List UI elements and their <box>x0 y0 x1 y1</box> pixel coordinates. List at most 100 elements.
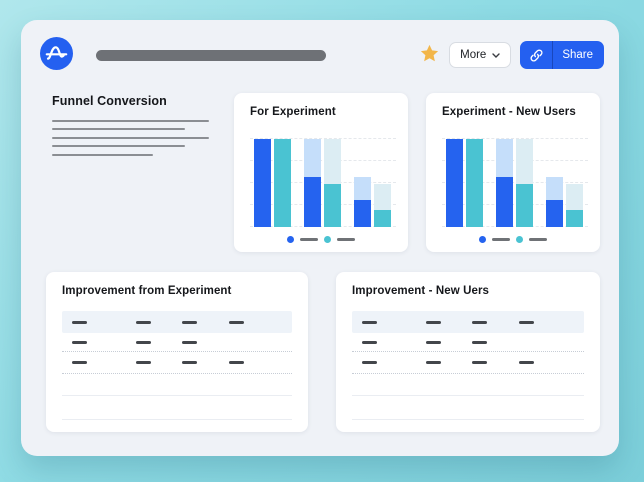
legend-dot <box>479 236 486 243</box>
table-row <box>62 396 292 420</box>
chart-gridline <box>442 160 588 161</box>
chart-card-experiment-new-users[interactable]: Experiment - New Users <box>426 93 600 252</box>
funnel-bar-converted-segment <box>446 139 463 227</box>
table-title: Improvement from Experiment <box>62 285 232 297</box>
legend-dot <box>324 236 331 243</box>
funnel-bar-converted-segment <box>496 176 513 227</box>
cell-placeholder-dash <box>182 361 197 364</box>
chart-gridline <box>250 226 396 227</box>
funnel-bar-converted-segment <box>516 183 533 227</box>
bar-group-step-3 <box>354 139 391 227</box>
cell-placeholder-dash <box>472 320 487 324</box>
legend-label-placeholder <box>300 238 318 241</box>
cell-placeholder-dash <box>519 320 534 324</box>
cell-placeholder-dash <box>229 361 244 364</box>
funnel-bar-converted-segment <box>546 199 563 227</box>
amplitude-logo-icon <box>40 37 73 70</box>
funnel-bar[interactable] <box>496 139 513 227</box>
cell-placeholder-dash <box>472 340 487 344</box>
funnel-bar[interactable] <box>354 176 371 227</box>
chart-gridline <box>442 204 588 205</box>
funnel-bar[interactable] <box>274 139 291 227</box>
table-header-row <box>62 311 292 333</box>
table-header-row <box>352 311 584 333</box>
cell-placeholder-dash <box>72 361 87 364</box>
cell-placeholder-dash <box>182 320 197 324</box>
share-button-label: Share <box>562 49 593 61</box>
chart-gridline <box>442 182 588 183</box>
legend-dot <box>516 236 523 243</box>
more-button[interactable]: More <box>449 42 512 68</box>
funnel-bar[interactable] <box>254 139 271 227</box>
funnel-bar[interactable] <box>304 139 321 227</box>
placeholder-table <box>352 311 584 420</box>
cell-placeholder-dash <box>519 361 534 364</box>
cell-placeholder-dash <box>136 320 151 324</box>
table-card-improvement-new-uers[interactable]: Improvement - New Uers <box>336 272 600 432</box>
funnel-conversion-title: Funnel Conversion <box>52 94 167 108</box>
bar-group-step-1 <box>254 139 291 227</box>
table-title: Improvement - New Uers <box>352 285 490 297</box>
funnel-bar-converted-segment <box>466 139 483 227</box>
bar-group-step-2 <box>496 139 533 227</box>
table-row <box>62 333 292 352</box>
chart-title: Experiment - New Users <box>442 106 576 118</box>
link-icon <box>520 41 552 69</box>
funnel-bar-chart <box>442 138 588 227</box>
table-row <box>352 374 584 396</box>
chart-gridline <box>250 138 396 139</box>
funnel-bar-converted-segment <box>354 199 371 227</box>
bar-group-step-3 <box>546 139 583 227</box>
funnel-bar-converted-segment <box>254 139 271 227</box>
chart-gridline <box>442 138 588 139</box>
cell-placeholder-dash <box>72 340 87 344</box>
cell-placeholder-dash <box>426 320 441 324</box>
cell-placeholder-dash <box>72 320 87 324</box>
title-placeholder-bar <box>96 50 326 61</box>
legend-label-placeholder <box>337 238 355 241</box>
share-button[interactable]: Share <box>520 41 604 69</box>
favorite-star-button[interactable] <box>419 43 440 67</box>
more-button-label: More <box>460 49 487 61</box>
funnel-bar-chart <box>250 138 396 227</box>
funnel-bar[interactable] <box>324 139 341 227</box>
placeholder-table <box>62 311 292 420</box>
text-placeholder-line <box>52 120 209 122</box>
chevron-down-icon <box>492 49 501 61</box>
legend-label-placeholder <box>529 238 547 241</box>
funnel-bar[interactable] <box>446 139 463 227</box>
chart-gridline <box>250 204 396 205</box>
funnel-bar[interactable] <box>374 183 391 227</box>
funnel-bar-converted-segment <box>274 139 291 227</box>
chart-title: For Experiment <box>250 106 336 118</box>
funnel-bar[interactable] <box>546 176 563 227</box>
cell-placeholder-dash <box>472 361 487 364</box>
chart-legend <box>234 236 408 243</box>
cell-placeholder-dash <box>426 340 441 344</box>
cell-placeholder-dash <box>362 340 377 344</box>
table-row <box>352 352 584 374</box>
table-card-improvement-from-experiment[interactable]: Improvement from Experiment <box>46 272 308 432</box>
legend-label-placeholder <box>492 238 510 241</box>
chart-gridline <box>442 226 588 227</box>
funnel-bar[interactable] <box>566 183 583 227</box>
funnel-bar-converted-segment <box>566 210 583 227</box>
dashboard-window: More Share Funnel Conversion <box>21 20 619 456</box>
text-placeholder-line <box>52 145 185 148</box>
funnel-description-placeholder <box>52 120 209 156</box>
bar-group-step-2 <box>304 139 341 227</box>
chart-card-for-experiment[interactable]: For Experiment <box>234 93 408 252</box>
cell-placeholder-dash <box>229 320 244 324</box>
text-placeholder-line <box>52 153 153 156</box>
cell-placeholder-dash <box>362 361 377 364</box>
chart-legend <box>426 236 600 243</box>
text-placeholder-line <box>52 136 209 139</box>
share-button-divider <box>552 41 554 69</box>
cell-placeholder-dash <box>136 361 151 364</box>
funnel-bar-converted-segment <box>304 176 321 227</box>
table-row <box>62 352 292 374</box>
bar-group-step-1 <box>446 139 483 227</box>
funnel-bar[interactable] <box>466 139 483 227</box>
funnel-bar[interactable] <box>516 139 533 227</box>
